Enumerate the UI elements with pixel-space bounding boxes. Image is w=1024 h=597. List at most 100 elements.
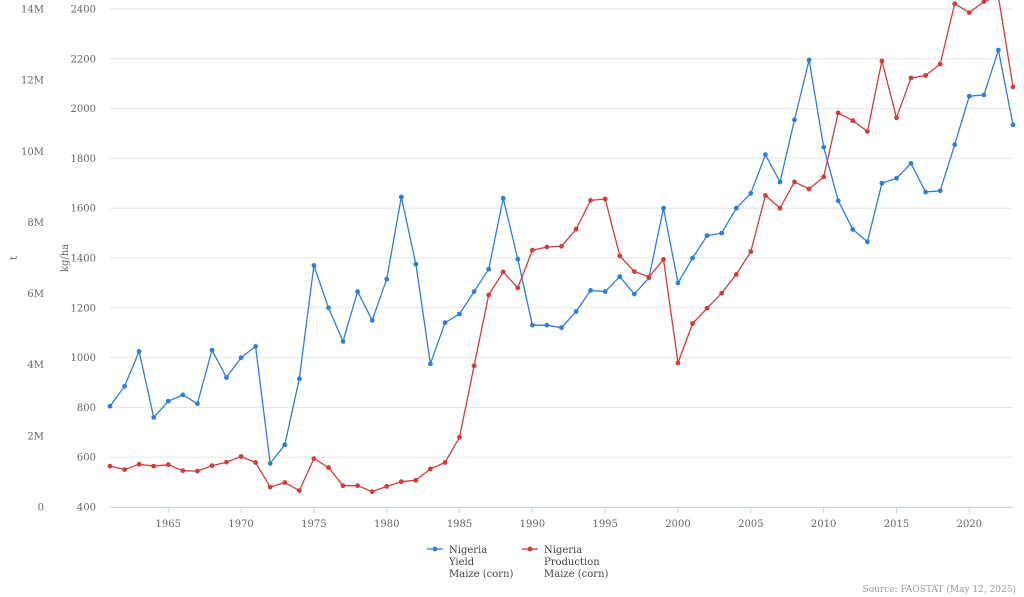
data-point[interactable] bbox=[224, 375, 229, 380]
data-point[interactable] bbox=[326, 465, 331, 470]
data-point[interactable] bbox=[733, 205, 739, 211]
data-point[interactable] bbox=[981, 92, 987, 98]
data-point[interactable] bbox=[631, 269, 637, 274]
data-point[interactable] bbox=[661, 257, 666, 262]
data-point[interactable] bbox=[398, 479, 404, 485]
data-point[interactable] bbox=[515, 285, 521, 291]
data-point[interactable] bbox=[544, 244, 550, 250]
data-point[interactable] bbox=[966, 10, 972, 16]
data-point[interactable] bbox=[850, 227, 856, 232]
data-point[interactable] bbox=[238, 355, 244, 360]
data-point[interactable] bbox=[195, 468, 200, 474]
data-point[interactable] bbox=[719, 290, 725, 296]
data-point[interactable] bbox=[296, 488, 302, 493]
data-point[interactable] bbox=[923, 189, 928, 195]
data-point[interactable] bbox=[471, 289, 477, 294]
data-point[interactable] bbox=[515, 256, 521, 262]
data-point[interactable] bbox=[777, 179, 783, 185]
data-point[interactable] bbox=[559, 243, 564, 249]
data-point[interactable] bbox=[573, 309, 579, 314]
data-point[interactable] bbox=[282, 442, 288, 448]
data-point[interactable] bbox=[937, 61, 943, 67]
data-point[interactable] bbox=[952, 1, 958, 7]
data-point[interactable] bbox=[573, 226, 579, 232]
data-point[interactable] bbox=[413, 477, 419, 483]
data-point[interactable] bbox=[209, 347, 215, 353]
data-point[interactable] bbox=[966, 93, 972, 99]
data-point[interactable] bbox=[777, 205, 783, 211]
data-point[interactable] bbox=[952, 142, 958, 148]
data-point[interactable] bbox=[384, 484, 390, 489]
data-point[interactable] bbox=[1010, 84, 1016, 90]
data-point[interactable] bbox=[646, 274, 652, 280]
data-point[interactable] bbox=[457, 311, 462, 317]
data-point[interactable] bbox=[1010, 122, 1016, 128]
data-point[interactable] bbox=[981, 0, 987, 4]
data-point[interactable] bbox=[675, 360, 681, 366]
data-point[interactable] bbox=[923, 73, 928, 78]
data-point[interactable] bbox=[937, 188, 943, 194]
data-point[interactable] bbox=[326, 305, 331, 311]
data-point[interactable] bbox=[442, 460, 448, 465]
data-point[interactable] bbox=[267, 461, 273, 466]
data-point[interactable] bbox=[238, 454, 244, 459]
data-point[interactable] bbox=[908, 75, 914, 81]
data-point[interactable] bbox=[500, 269, 506, 275]
data-point[interactable] bbox=[500, 195, 506, 201]
data-point[interactable] bbox=[879, 58, 885, 64]
data-point[interactable] bbox=[282, 480, 288, 485]
data-point[interactable] bbox=[253, 344, 258, 349]
data-point[interactable] bbox=[151, 415, 157, 420]
data-point[interactable] bbox=[690, 321, 695, 326]
data-point[interactable] bbox=[340, 339, 346, 344]
data-point[interactable] bbox=[821, 174, 827, 180]
data-point[interactable] bbox=[195, 401, 200, 407]
data-point[interactable] bbox=[588, 288, 593, 293]
data-point[interactable] bbox=[661, 205, 666, 211]
data-point[interactable] bbox=[122, 383, 127, 389]
data-point[interactable] bbox=[821, 144, 827, 150]
data-point[interactable] bbox=[369, 489, 375, 495]
data-point[interactable] bbox=[748, 190, 754, 196]
data-point[interactable] bbox=[253, 460, 258, 465]
data-point[interactable] bbox=[180, 468, 186, 474]
data-point[interactable] bbox=[850, 118, 856, 124]
data-point[interactable] bbox=[806, 186, 812, 192]
data-point[interactable] bbox=[107, 463, 113, 469]
data-point[interactable] bbox=[296, 376, 302, 382]
data-point[interactable] bbox=[457, 434, 462, 440]
data-point[interactable] bbox=[340, 483, 346, 489]
data-point[interactable] bbox=[835, 198, 841, 204]
data-point[interactable] bbox=[704, 233, 710, 239]
data-point[interactable] bbox=[733, 272, 739, 277]
data-point[interactable] bbox=[530, 247, 535, 253]
data-point[interactable] bbox=[865, 239, 870, 245]
data-point[interactable] bbox=[617, 274, 623, 280]
data-point[interactable] bbox=[355, 483, 360, 489]
data-point[interactable] bbox=[806, 57, 812, 63]
data-point[interactable] bbox=[209, 463, 215, 469]
data-point[interactable] bbox=[122, 467, 127, 472]
data-point[interactable] bbox=[690, 255, 695, 261]
data-point[interactable] bbox=[151, 463, 157, 469]
data-point[interactable] bbox=[413, 261, 419, 267]
data-point[interactable] bbox=[355, 289, 360, 294]
data-point[interactable] bbox=[311, 263, 317, 268]
data-point[interactable] bbox=[398, 194, 404, 200]
data-point[interactable] bbox=[763, 193, 768, 198]
data-point[interactable] bbox=[835, 110, 841, 116]
data-point[interactable] bbox=[675, 280, 681, 286]
data-point[interactable] bbox=[602, 196, 608, 202]
data-point[interactable] bbox=[486, 266, 492, 272]
data-point[interactable] bbox=[442, 320, 448, 326]
data-point[interactable] bbox=[559, 325, 564, 331]
data-point[interactable] bbox=[763, 152, 768, 158]
data-point[interactable] bbox=[996, 47, 1001, 53]
data-point[interactable] bbox=[719, 230, 725, 236]
data-point[interactable] bbox=[602, 289, 608, 294]
data-point[interactable] bbox=[428, 466, 433, 472]
data-point[interactable] bbox=[369, 317, 375, 323]
data-point[interactable] bbox=[530, 322, 535, 328]
